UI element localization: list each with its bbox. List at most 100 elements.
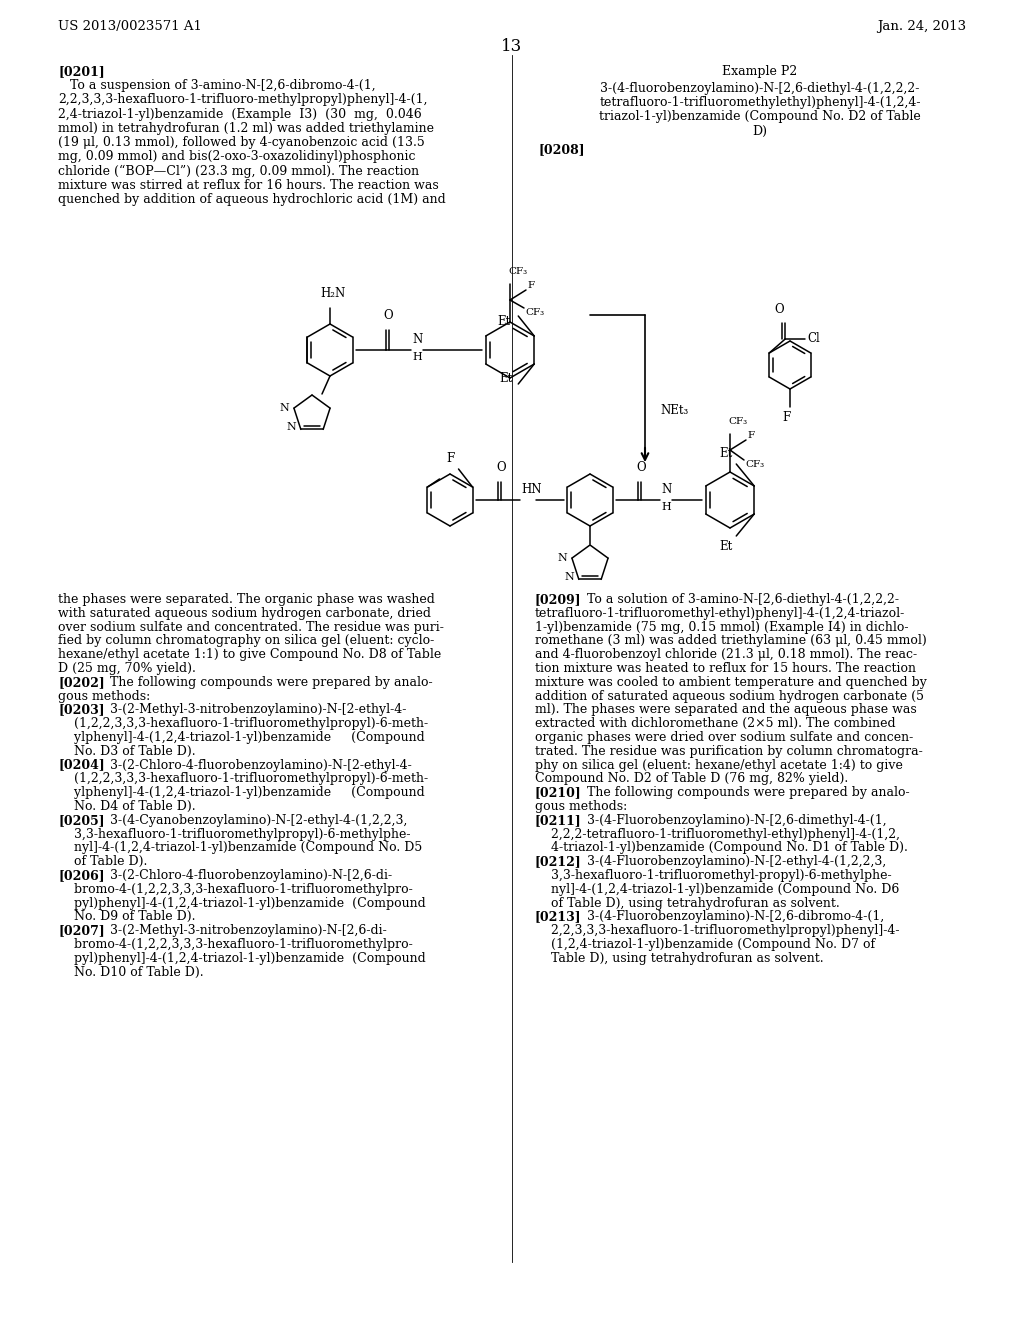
Text: 3-(4-fluorobenzoylamino)-N-[2,6-diethyl-4-(1,2,2,2-: 3-(4-fluorobenzoylamino)-N-[2,6-diethyl-… xyxy=(600,82,920,95)
Text: 3,3-hexafluoro-1-trifluoromethylpropyl)-6-methylphe-: 3,3-hexafluoro-1-trifluoromethylpropyl)-… xyxy=(58,828,411,841)
Text: nyl]-4-(1,2,4-triazol-1-yl)benzamide (Compound No. D5: nyl]-4-(1,2,4-triazol-1-yl)benzamide (Co… xyxy=(58,841,422,854)
Text: Cl: Cl xyxy=(807,333,820,346)
Text: 3-(2-Chloro-4-fluorobenzoylamino)-N-[2-ethyl-4-: 3-(2-Chloro-4-fluorobenzoylamino)-N-[2-e… xyxy=(94,759,412,772)
Text: [0206]: [0206] xyxy=(58,869,104,882)
Text: 4-triazol-1-yl)benzamide (Compound No. D1 of Table D).: 4-triazol-1-yl)benzamide (Compound No. D… xyxy=(535,841,908,854)
Text: H: H xyxy=(662,502,671,512)
Text: 3,3-hexafluoro-1-trifluoromethyl-propyl)-6-methylphe-: 3,3-hexafluoro-1-trifluoromethyl-propyl)… xyxy=(535,869,892,882)
Text: F: F xyxy=(446,451,455,465)
Text: Jan. 24, 2013: Jan. 24, 2013 xyxy=(877,20,966,33)
Text: with saturated aqueous sodium hydrogen carbonate, dried: with saturated aqueous sodium hydrogen c… xyxy=(58,607,431,620)
Text: [0212]: [0212] xyxy=(535,855,582,869)
Text: [0208]: [0208] xyxy=(538,143,585,156)
Text: HN: HN xyxy=(521,483,542,496)
Text: [0204]: [0204] xyxy=(58,759,104,772)
Text: 13: 13 xyxy=(502,38,522,55)
Text: Table D), using tetrahydrofuran as solvent.: Table D), using tetrahydrofuran as solve… xyxy=(535,952,823,965)
Text: H₂N: H₂N xyxy=(319,286,345,300)
Text: N: N xyxy=(280,403,290,413)
Text: D): D) xyxy=(753,124,768,137)
Text: The following compounds were prepared by analo-: The following compounds were prepared by… xyxy=(571,787,909,799)
Text: and 4-fluorobenzoyl chloride (21.3 μl, 0.18 mmol). The reac-: and 4-fluorobenzoyl chloride (21.3 μl, 0… xyxy=(535,648,918,661)
Text: No. D3 of Table D).: No. D3 of Table D). xyxy=(58,744,196,758)
Text: O: O xyxy=(383,309,392,322)
Text: [0205]: [0205] xyxy=(58,814,104,826)
Text: (19 μl, 0.13 mmol), followed by 4-cyanobenzoic acid (13.5: (19 μl, 0.13 mmol), followed by 4-cyanob… xyxy=(58,136,425,149)
Text: bromo-4-(1,2,2,3,3,3-hexafluoro-1-trifluoromethylpro-: bromo-4-(1,2,2,3,3,3-hexafluoro-1-triflu… xyxy=(58,939,413,950)
Text: gous methods:: gous methods: xyxy=(58,689,151,702)
Text: 1-yl)benzamide (75 mg, 0.15 mmol) (Example I4) in dichlo-: 1-yl)benzamide (75 mg, 0.15 mmol) (Examp… xyxy=(535,620,908,634)
Text: CF₃: CF₃ xyxy=(508,267,527,276)
Text: (1,2,4-triazol-1-yl)benzamide (Compound No. D7 of: (1,2,4-triazol-1-yl)benzamide (Compound … xyxy=(535,939,876,950)
Text: Et: Et xyxy=(719,540,732,553)
Text: CF₃: CF₃ xyxy=(728,417,748,426)
Text: (1,2,2,3,3,3-hexafluoro-1-trifluoromethylpropyl)-6-meth-: (1,2,2,3,3,3-hexafluoro-1-trifluoromethy… xyxy=(58,772,428,785)
Text: 3-(4-Fluorobenzoylamino)-N-[2,6-dibromo-4-(1,: 3-(4-Fluorobenzoylamino)-N-[2,6-dibromo-… xyxy=(571,911,885,924)
Text: tetrafluoro-1-trifluoromethyl-ethyl)phenyl]-4-(1,2,4-triazol-: tetrafluoro-1-trifluoromethyl-ethyl)phen… xyxy=(535,607,905,620)
Text: tetrafluoro-1-trifluoromethylethyl)phenyl]-4-(1,2,4-: tetrafluoro-1-trifluoromethylethyl)pheny… xyxy=(599,96,921,110)
Text: Example P2: Example P2 xyxy=(722,65,798,78)
Text: Et: Et xyxy=(499,372,512,385)
Text: gous methods:: gous methods: xyxy=(535,800,628,813)
Text: mg, 0.09 mmol) and bis(2-oxo-3-oxazolidinyl)phosphonic: mg, 0.09 mmol) and bis(2-oxo-3-oxazolidi… xyxy=(58,150,416,164)
Text: mixture was cooled to ambient temperature and quenched by: mixture was cooled to ambient temperatur… xyxy=(535,676,927,689)
Text: Et: Et xyxy=(497,315,510,327)
Text: romethane (3 ml) was added triethylamine (63 μl, 0.45 mmol): romethane (3 ml) was added triethylamine… xyxy=(535,635,927,647)
Text: F: F xyxy=(527,281,535,290)
Text: (1,2,2,3,3,3-hexafluoro-1-trifluoromethylpropyl)-6-meth-: (1,2,2,3,3,3-hexafluoro-1-trifluoromethy… xyxy=(58,717,428,730)
Text: H: H xyxy=(412,352,422,362)
Text: O: O xyxy=(774,304,784,315)
Text: pyl)phenyl]-4-(1,2,4-triazol-1-yl)benzamide  (Compound: pyl)phenyl]-4-(1,2,4-triazol-1-yl)benzam… xyxy=(58,896,426,909)
Text: N: N xyxy=(287,422,297,433)
Text: nyl]-4-(1,2,4-triazol-1-yl)benzamide (Compound No. D6: nyl]-4-(1,2,4-triazol-1-yl)benzamide (Co… xyxy=(535,883,899,896)
Text: 3-(4-Fluorobenzoylamino)-N-[2-ethyl-4-(1,2,2,3,: 3-(4-Fluorobenzoylamino)-N-[2-ethyl-4-(1… xyxy=(571,855,886,869)
Text: F: F xyxy=(746,432,754,441)
Text: bromo-4-(1,2,2,3,3,3-hexafluoro-1-trifluoromethylpro-: bromo-4-(1,2,2,3,3,3-hexafluoro-1-triflu… xyxy=(58,883,413,896)
Text: D (25 mg, 70% yield).: D (25 mg, 70% yield). xyxy=(58,663,196,675)
Text: [0211]: [0211] xyxy=(535,814,582,826)
Text: N: N xyxy=(558,553,567,564)
Text: of Table D), using tetrahydrofuran as solvent.: of Table D), using tetrahydrofuran as so… xyxy=(535,896,840,909)
Text: CF₃: CF₃ xyxy=(745,459,764,469)
Text: O: O xyxy=(636,461,645,474)
Text: To a suspension of 3-amino-N-[2,6-dibromo-4-(1,: To a suspension of 3-amino-N-[2,6-dibrom… xyxy=(58,79,376,92)
Text: trated. The residue was purification by column chromatogra-: trated. The residue was purification by … xyxy=(535,744,923,758)
Text: NEt₃: NEt₃ xyxy=(660,404,688,417)
Text: phy on silica gel (eluent: hexane/ethyl acetate 1:4) to give: phy on silica gel (eluent: hexane/ethyl … xyxy=(535,759,903,772)
Text: hexane/ethyl acetate 1:1) to give Compound No. D8 of Table: hexane/ethyl acetate 1:1) to give Compou… xyxy=(58,648,441,661)
Text: ml). The phases were separated and the aqueous phase was: ml). The phases were separated and the a… xyxy=(535,704,916,717)
Text: 2,2,3,3,3-hexafluoro-1-trifluoro-methylpropyl)phenyl]-4-(1,: 2,2,3,3,3-hexafluoro-1-trifluoro-methylp… xyxy=(58,94,427,107)
Text: pyl)phenyl]-4-(1,2,4-triazol-1-yl)benzamide  (Compound: pyl)phenyl]-4-(1,2,4-triazol-1-yl)benzam… xyxy=(58,952,426,965)
Text: Compound No. D2 of Table D (76 mg, 82% yield).: Compound No. D2 of Table D (76 mg, 82% y… xyxy=(535,772,848,785)
Text: of Table D).: of Table D). xyxy=(58,855,147,869)
Text: 2,2,2-tetrafluoro-1-trifluoromethyl-ethyl)phenyl]-4-(1,2,: 2,2,2-tetrafluoro-1-trifluoromethyl-ethy… xyxy=(535,828,900,841)
Text: mixture was stirred at reflux for 16 hours. The reaction was: mixture was stirred at reflux for 16 hou… xyxy=(58,178,438,191)
Text: CF₃: CF₃ xyxy=(525,308,544,317)
Text: 3-(2-Methyl-3-nitrobenzoylamino)-N-[2-ethyl-4-: 3-(2-Methyl-3-nitrobenzoylamino)-N-[2-et… xyxy=(94,704,407,717)
Text: 3-(4-Cyanobenzoylamino)-N-[2-ethyl-4-(1,2,2,3,: 3-(4-Cyanobenzoylamino)-N-[2-ethyl-4-(1,… xyxy=(94,814,408,826)
Text: [0202]: [0202] xyxy=(58,676,104,689)
Text: N: N xyxy=(412,333,422,346)
Text: O: O xyxy=(496,461,506,474)
Text: 2,4-triazol-1-yl)benzamide  (Example  I3)  (30  mg,  0.046: 2,4-triazol-1-yl)benzamide (Example I3) … xyxy=(58,108,422,120)
Text: [0207]: [0207] xyxy=(58,924,104,937)
Text: 2,2,3,3,3-hexafluoro-1-trifluoromethylpropyl)phenyl]-4-: 2,2,3,3,3-hexafluoro-1-trifluoromethylpr… xyxy=(535,924,899,937)
Text: organic phases were dried over sodium sulfate and concen-: organic phases were dried over sodium su… xyxy=(535,731,913,744)
Text: N: N xyxy=(565,573,574,582)
Text: [0213]: [0213] xyxy=(535,911,582,924)
Text: addition of saturated aqueous sodium hydrogen carbonate (5: addition of saturated aqueous sodium hyd… xyxy=(535,689,924,702)
Text: fied by column chromatography on silica gel (eluent: cyclo-: fied by column chromatography on silica … xyxy=(58,635,434,647)
Text: [0210]: [0210] xyxy=(535,787,582,799)
Text: The following compounds were prepared by analo-: The following compounds were prepared by… xyxy=(94,676,432,689)
Text: over sodium sulfate and concentrated. The residue was puri-: over sodium sulfate and concentrated. Th… xyxy=(58,620,443,634)
Text: N: N xyxy=(662,483,672,496)
Text: Et: Et xyxy=(719,447,732,459)
Text: triazol-1-yl)benzamide (Compound No. D2 of Table: triazol-1-yl)benzamide (Compound No. D2 … xyxy=(599,111,921,124)
Text: To a solution of 3-amino-N-[2,6-diethyl-4-(1,2,2,2-: To a solution of 3-amino-N-[2,6-diethyl-… xyxy=(571,593,899,606)
Text: the phases were separated. The organic phase was washed: the phases were separated. The organic p… xyxy=(58,593,435,606)
Text: quenched by addition of aqueous hydrochloric acid (1M) and: quenched by addition of aqueous hydrochl… xyxy=(58,193,445,206)
Text: mmol) in tetrahydrofuran (1.2 ml) was added triethylamine: mmol) in tetrahydrofuran (1.2 ml) was ad… xyxy=(58,121,434,135)
Text: extracted with dichloromethane (2×5 ml). The combined: extracted with dichloromethane (2×5 ml).… xyxy=(535,717,896,730)
Text: chloride (“BOP—Cl”) (23.3 mg, 0.09 mmol). The reaction: chloride (“BOP—Cl”) (23.3 mg, 0.09 mmol)… xyxy=(58,165,419,178)
Text: [0201]: [0201] xyxy=(58,65,104,78)
